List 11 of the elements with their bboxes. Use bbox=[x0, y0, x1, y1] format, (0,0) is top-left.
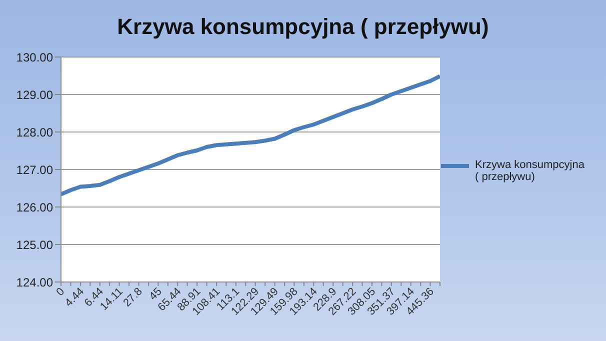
legend-label: Krzywa konsumpcyjna ( przepływu) bbox=[475, 158, 586, 182]
x-tick-label: 0 bbox=[54, 286, 68, 298]
y-tick-label: 130.00 bbox=[16, 50, 54, 64]
y-tick-label: 126.00 bbox=[16, 200, 54, 214]
y-tick-label: 127.00 bbox=[16, 162, 54, 177]
y-tick-label: 128.00 bbox=[16, 125, 54, 140]
y-tick-label: 125.00 bbox=[16, 238, 54, 252]
chart-title: Krzywa konsumpcyjna ( przepływu) bbox=[116, 14, 490, 40]
y-tick-label: 124.00 bbox=[16, 275, 54, 290]
line-series bbox=[61, 74, 440, 196]
y-tick-label: 129.00 bbox=[16, 88, 54, 102]
